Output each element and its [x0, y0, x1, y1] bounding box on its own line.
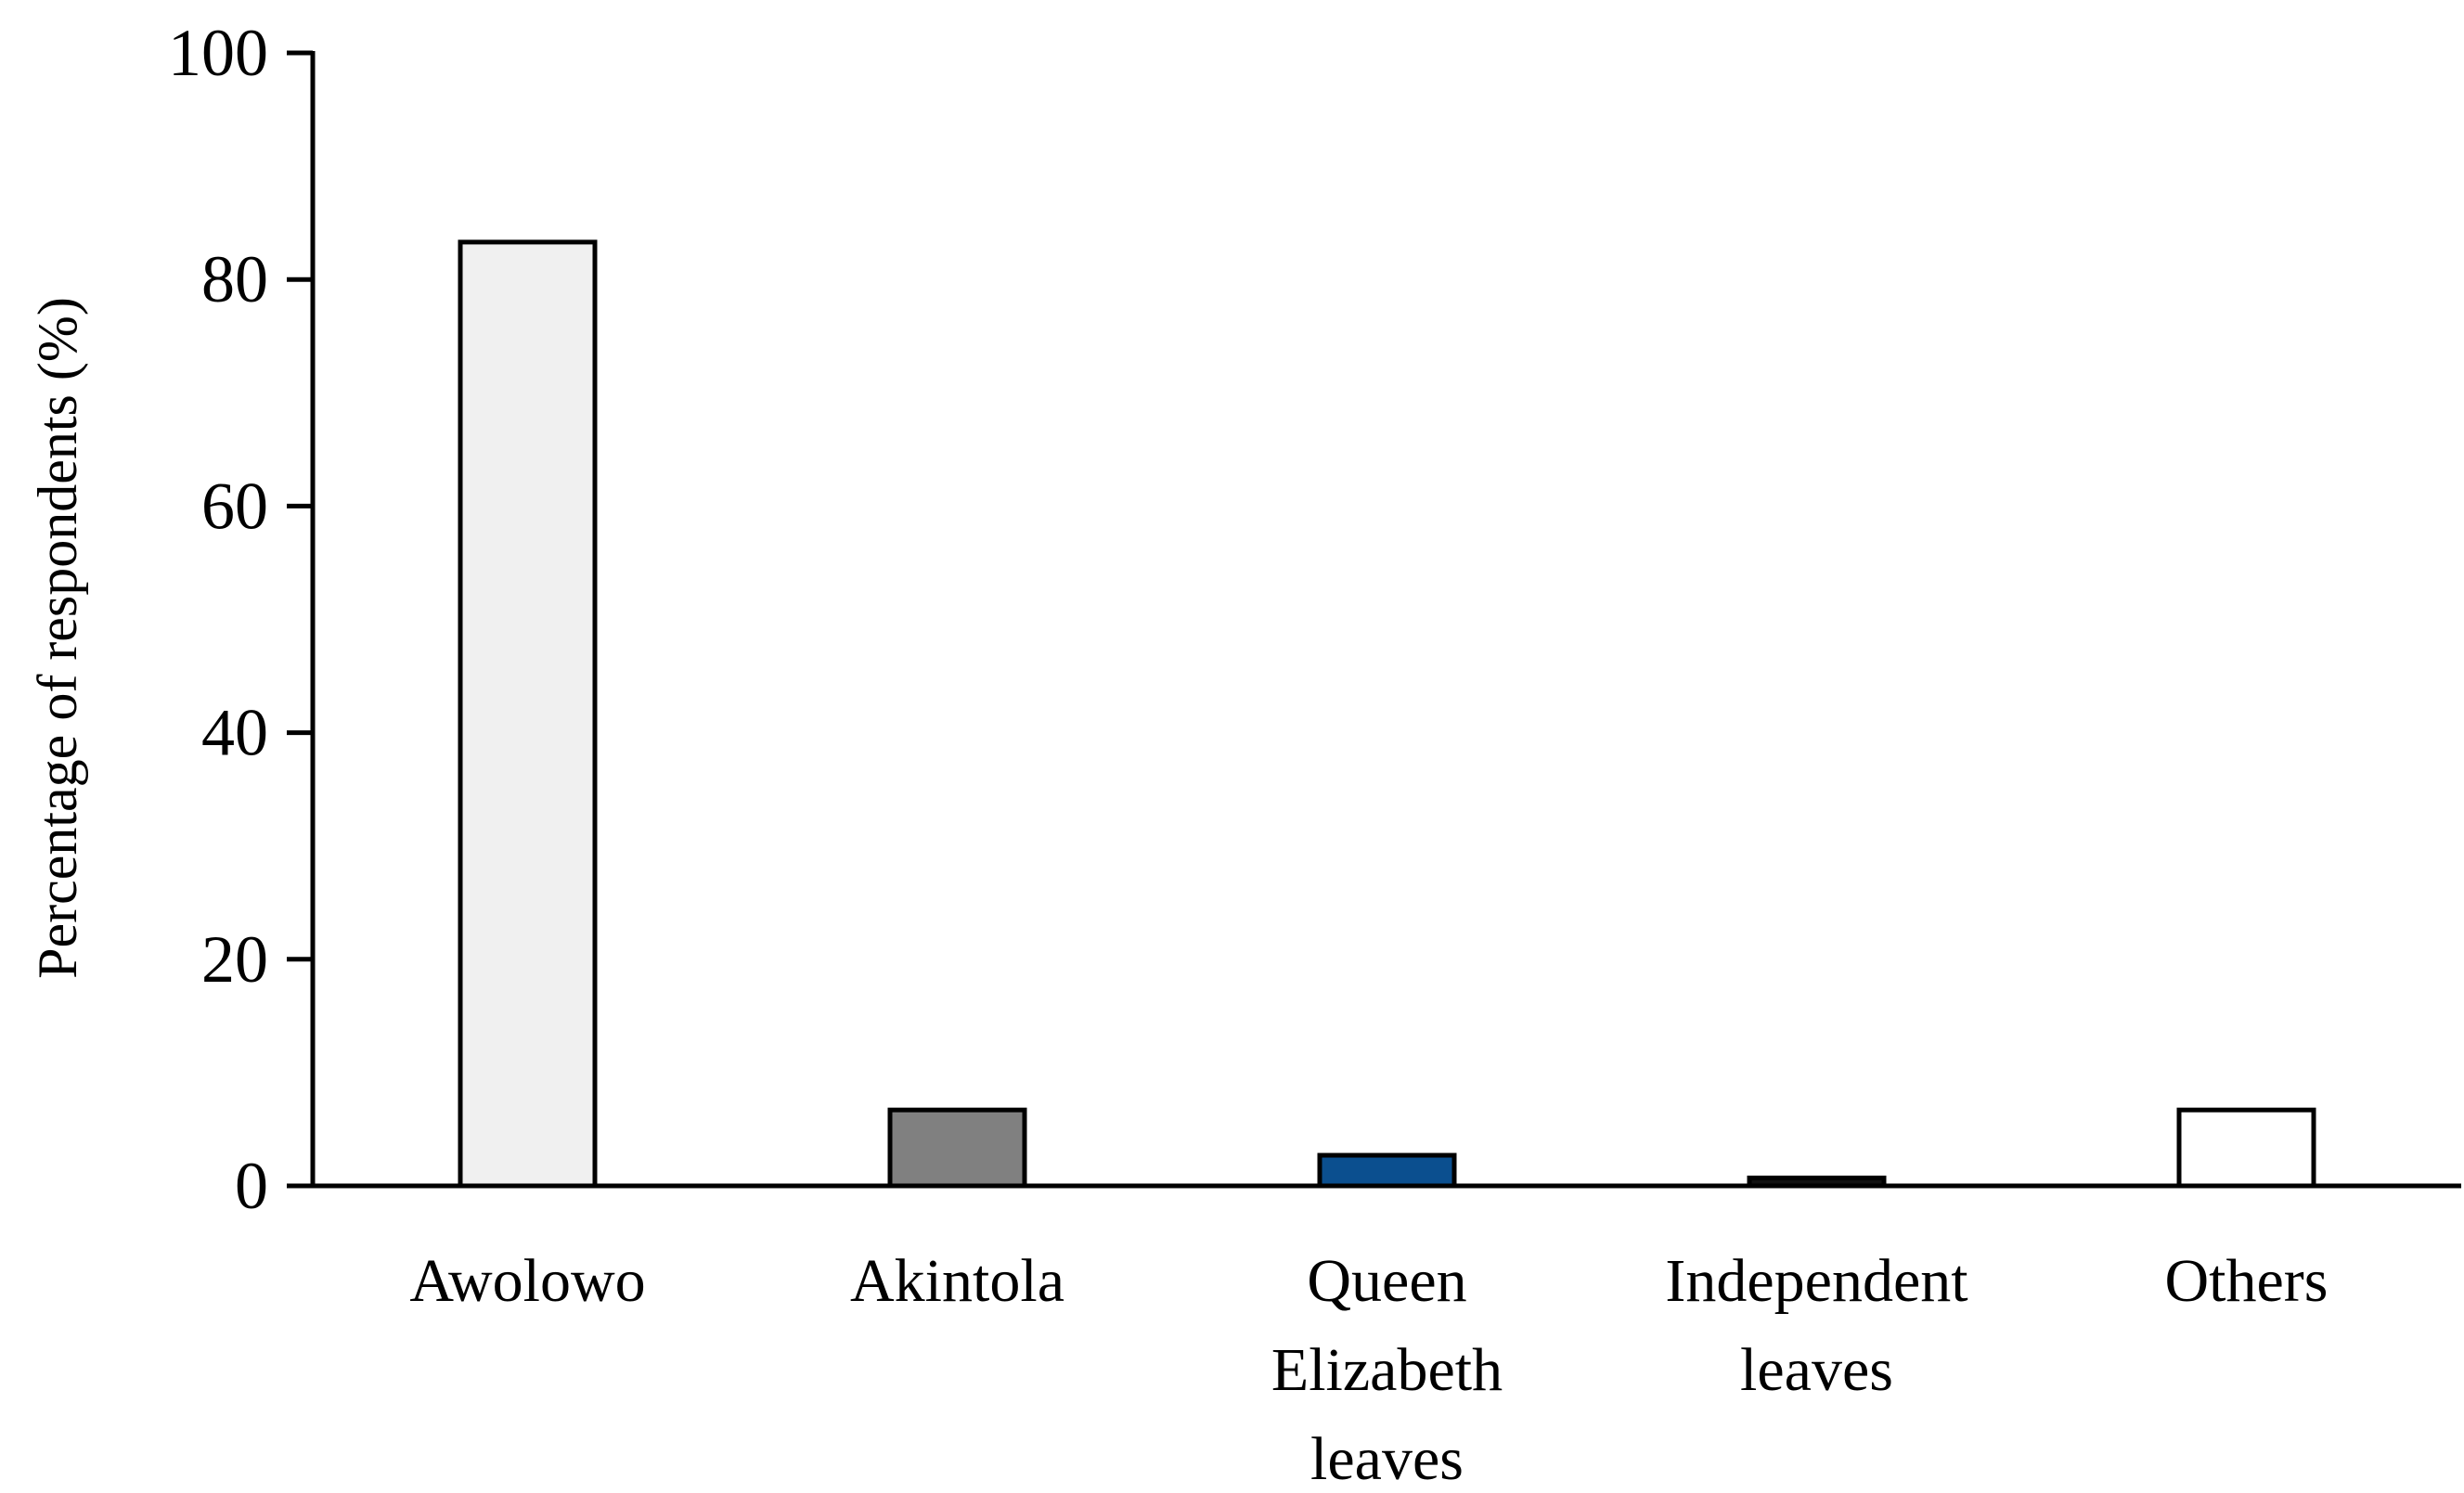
y-tick-label: 80 — [201, 242, 268, 316]
x-category-label-line: leaves — [1310, 1425, 1464, 1488]
bar-4 — [2176, 1107, 2316, 1189]
category-labels-layer: Awolowo Akintola Queen Elizabeth leavesIndep… — [409, 1247, 2329, 1493]
x-category-label-line: Independent — [1665, 1247, 1967, 1315]
bar-1 — [887, 1107, 1027, 1189]
y-axis-title-layer: Percentage of respondents (%) — [27, 297, 88, 979]
x-category-label: Queen Elizabeth leaves — [1271, 1247, 1503, 1488]
x-category-label-line: Others — [2165, 1247, 2329, 1315]
axes-layer — [287, 51, 2461, 1189]
x-category-label: Awolowo — [409, 1247, 645, 1315]
bar-0 — [458, 239, 598, 1189]
y-tick-label: 20 — [201, 922, 268, 997]
x-category-label-line: Akintola — [850, 1247, 1064, 1315]
y-tick-label: 40 — [201, 696, 268, 770]
x-category-label: Independent leaves — [1665, 1247, 1967, 1404]
x-category-label-line: Awolowo — [409, 1247, 645, 1315]
x-category-label-line: leaves — [1740, 1336, 1893, 1404]
y-axis-title: Percentage of respondents (%) — [27, 297, 88, 979]
x-category-label-line: Queen — [1307, 1247, 1466, 1315]
y-tick-label: 100 — [168, 16, 268, 90]
x-category-label-line: Elizabeth — [1271, 1336, 1503, 1404]
bar-2 — [1317, 1152, 1457, 1189]
y-tick-label: 60 — [201, 469, 268, 543]
bars-layer — [458, 239, 2316, 1189]
y-tick-label: 0 — [235, 1149, 268, 1223]
ticks-layer: 0 20 40 60 80 100 — [168, 16, 313, 1223]
x-category-label: Akintola — [850, 1247, 1064, 1315]
x-category-label: Others — [2165, 1247, 2329, 1315]
